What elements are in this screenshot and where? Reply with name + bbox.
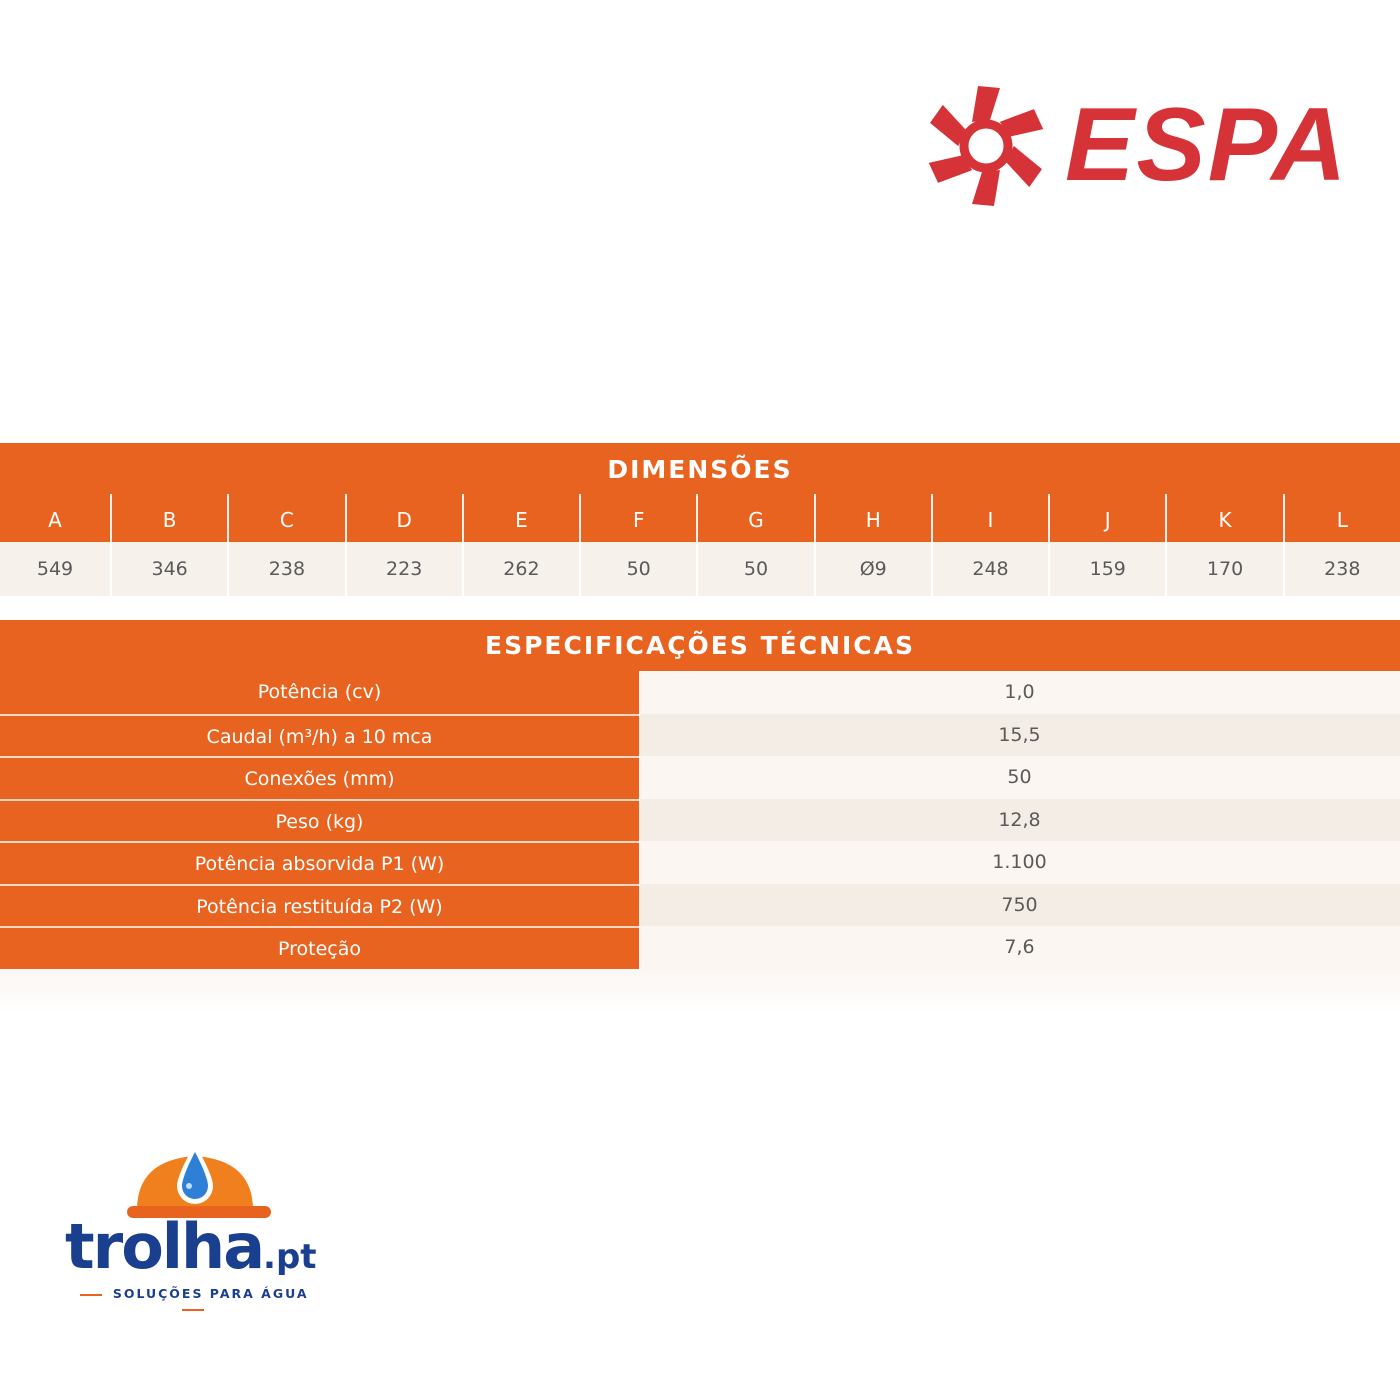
dim-header-c: C [227,494,345,542]
spec-label: Potência (cv) [0,671,639,714]
spec-label: Potência absorvida P1 (W) [0,841,639,884]
dimensions-header-row: A B C D E F G H I J K L [0,494,1400,542]
dim-header-d: D [344,494,462,542]
dim-value-k: 170 [1165,542,1283,596]
table-row: Potência restituída P2 (W) 750 [0,883,1400,926]
dim-value-b: 346 [110,542,228,596]
dim-header-a: A [0,494,110,542]
dim-header-e: E [461,494,580,542]
spec-label: Conexões (mm) [0,756,639,799]
specs-rows: Potência (cv) 1,0 Caudal (m³/h) a 10 mca… [0,671,1400,969]
dim-header-g: G [696,494,814,542]
spec-label: Potência restituída P2 (W) [0,883,639,926]
dimensions-value-row: 549 346 238 223 262 50 50 Ø9 248 159 170… [0,542,1400,596]
spec-value: 1,0 [639,671,1400,714]
table-row: Caudal (m³/h) a 10 mca 15,5 [0,713,1400,756]
dim-header-f: F [579,494,697,542]
table-row: Potência (cv) 1,0 [0,671,1400,714]
dim-header-h: H [813,494,931,542]
spec-value: 1.100 [639,841,1400,884]
dim-value-c: 238 [227,542,345,596]
specs-title: ESPECIFICAÇÕES TÉCNICAS [0,620,1400,671]
trolha-suffix: .pt [263,1237,317,1277]
table-row: Conexões (mm) 50 [0,756,1400,799]
dim-value-j: 159 [1048,542,1166,596]
trolha-logo: trolha.pt SOLUÇÕES PARA ÁGUA [60,1140,340,1311]
dim-value-h: Ø9 [813,542,931,596]
dim-value-f: 50 [579,542,697,596]
espa-brand-name: ESPA [1065,87,1349,203]
specs-table: ESPECIFICAÇÕES TÉCNICAS Potência (cv) 1,… [0,620,1400,1014]
spec-value: 15,5 [639,713,1400,756]
trolha-name: trolha [65,1210,265,1283]
espa-impeller-icon [928,86,1044,206]
dimensions-title: DIMENSÕES [0,443,1400,494]
tagline-divider-right [181,1308,204,1311]
table-fade [0,968,1400,1014]
spec-label: Proteção [0,926,639,969]
dim-value-l: 238 [1282,542,1400,596]
dim-value-d: 223 [344,542,462,596]
spec-value: 12,8 [639,798,1400,841]
table-row: Proteção 7,6 [0,926,1400,969]
spec-value: 50 [639,756,1400,799]
table-row: Potência absorvida P1 (W) 1.100 [0,841,1400,884]
dim-header-j: J [1048,494,1166,542]
trolha-tagline: SOLUÇÕES PARA ÁGUA [112,1286,309,1301]
trolha-brand-name: trolha.pt [65,1212,317,1292]
dim-value-a: 549 [0,542,110,596]
dim-header-l: L [1282,494,1400,542]
dim-value-e: 262 [461,542,580,596]
trolha-tagline-row: SOLUÇÕES PARA ÁGUA [60,1286,325,1316]
dim-value-g: 50 [696,542,814,596]
spec-label: Peso (kg) [0,798,639,841]
dimensions-table: DIMENSÕES A B C D E F G H I J K L 549 34… [0,443,1400,596]
spec-value: 7,6 [639,926,1400,969]
spec-label: Caudal (m³/h) a 10 mca [0,713,639,756]
dim-header-i: I [930,494,1049,542]
dim-value-i: 248 [930,542,1049,596]
hardhat-water-drop-icon [127,1144,271,1218]
spec-value: 750 [639,883,1400,926]
table-row: Peso (kg) 12,8 [0,798,1400,841]
dim-header-b: B [110,494,228,542]
dim-header-k: K [1165,494,1283,542]
espa-logo: ESPA [920,80,1347,215]
tagline-divider-left [80,1293,103,1296]
